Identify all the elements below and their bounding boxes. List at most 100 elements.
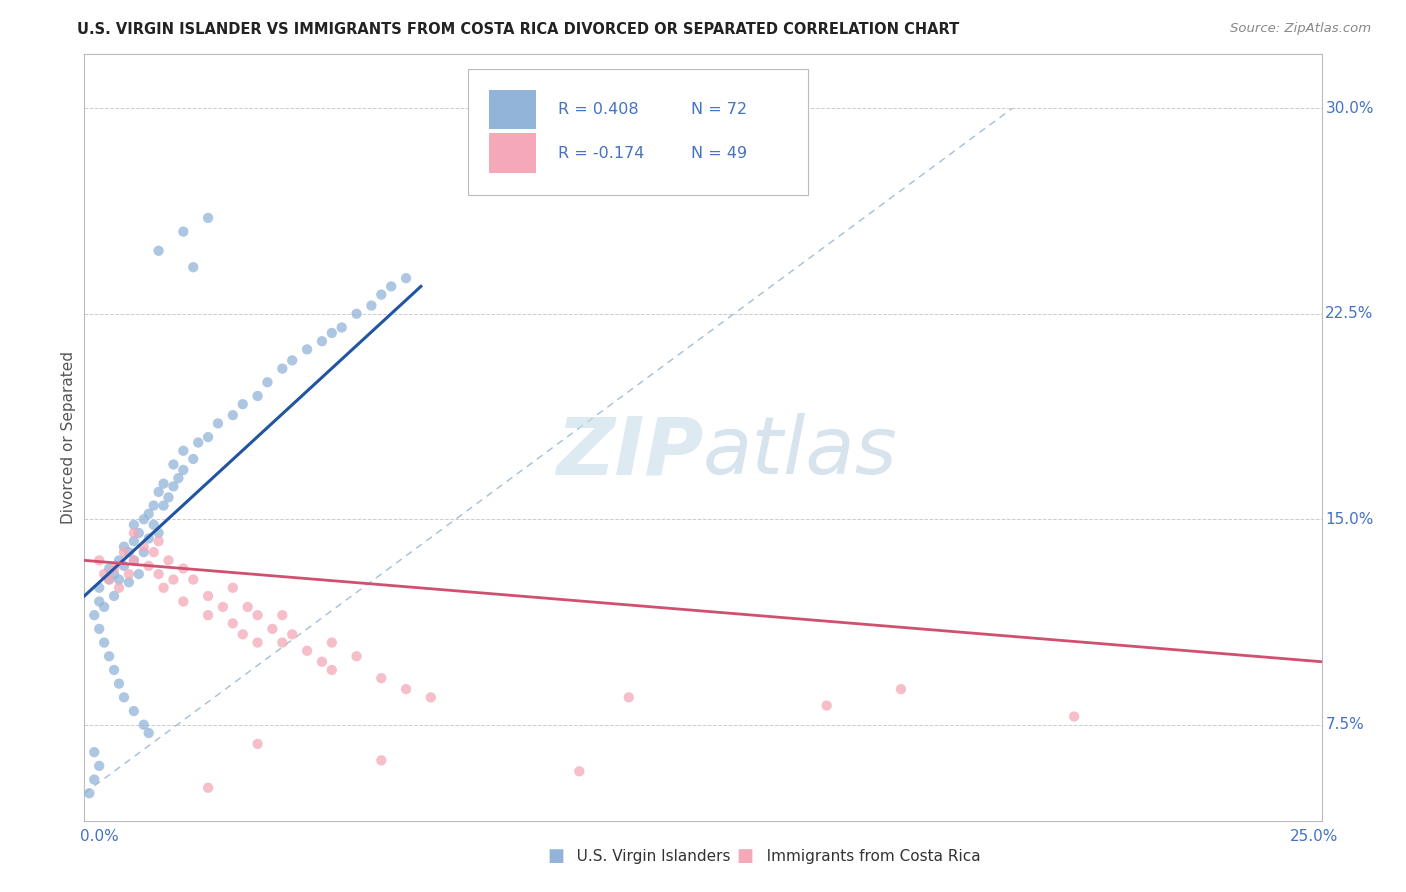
FancyBboxPatch shape bbox=[468, 69, 808, 195]
Point bbox=[138, 726, 160, 740]
Text: 15.0%: 15.0% bbox=[1326, 512, 1374, 527]
Point bbox=[271, 361, 294, 376]
Point bbox=[93, 635, 115, 649]
Point bbox=[122, 704, 145, 718]
Point bbox=[246, 737, 269, 751]
Point bbox=[83, 608, 105, 623]
Point bbox=[222, 616, 245, 631]
Text: ■: ■ bbox=[547, 847, 564, 865]
Point bbox=[98, 649, 121, 664]
Point bbox=[93, 567, 115, 582]
Point bbox=[103, 663, 125, 677]
Text: Immigrants from Costa Rica: Immigrants from Costa Rica bbox=[752, 849, 981, 863]
Text: N = 72: N = 72 bbox=[690, 102, 747, 117]
Point bbox=[172, 594, 194, 608]
Point bbox=[311, 334, 333, 349]
Point bbox=[122, 553, 145, 567]
Text: U.S. VIRGIN ISLANDER VS IMMIGRANTS FROM COSTA RICA DIVORCED OR SEPARATED CORRELA: U.S. VIRGIN ISLANDER VS IMMIGRANTS FROM … bbox=[77, 22, 959, 37]
Point bbox=[617, 690, 640, 705]
Point bbox=[83, 745, 105, 759]
FancyBboxPatch shape bbox=[489, 133, 536, 173]
Point bbox=[142, 545, 165, 559]
Point bbox=[321, 635, 343, 649]
Point bbox=[370, 753, 392, 767]
Point bbox=[112, 540, 135, 554]
Point bbox=[152, 581, 174, 595]
Point bbox=[122, 534, 145, 549]
Point bbox=[370, 287, 392, 301]
Text: 0.0%: 0.0% bbox=[80, 830, 120, 844]
Text: 22.5%: 22.5% bbox=[1326, 306, 1374, 321]
Point bbox=[98, 573, 121, 587]
Point bbox=[890, 682, 912, 697]
Point bbox=[295, 644, 318, 658]
Point bbox=[122, 553, 145, 567]
Point bbox=[103, 589, 125, 603]
Point bbox=[419, 690, 441, 705]
Point bbox=[152, 476, 174, 491]
Point bbox=[222, 408, 245, 422]
Point bbox=[132, 540, 155, 554]
Point bbox=[311, 655, 333, 669]
Point bbox=[246, 635, 269, 649]
Point bbox=[108, 581, 131, 595]
Point bbox=[262, 622, 284, 636]
Point bbox=[281, 627, 304, 641]
Point bbox=[295, 343, 318, 357]
Text: 30.0%: 30.0% bbox=[1326, 101, 1374, 116]
Point bbox=[103, 567, 125, 582]
Point bbox=[380, 279, 402, 293]
Point bbox=[181, 573, 204, 587]
Point bbox=[157, 491, 180, 505]
Point bbox=[89, 581, 111, 595]
Point bbox=[246, 608, 269, 623]
Point bbox=[108, 573, 131, 587]
Point bbox=[370, 671, 392, 685]
Point bbox=[256, 376, 278, 390]
Point bbox=[118, 567, 141, 582]
Point bbox=[152, 499, 174, 513]
Point bbox=[222, 581, 245, 595]
Point bbox=[122, 517, 145, 532]
Point bbox=[148, 526, 170, 541]
Y-axis label: Divorced or Separated: Divorced or Separated bbox=[60, 351, 76, 524]
Point bbox=[148, 534, 170, 549]
Point bbox=[395, 271, 418, 285]
Point bbox=[93, 599, 115, 614]
Point bbox=[118, 575, 141, 590]
Point bbox=[128, 567, 150, 582]
Point bbox=[346, 307, 368, 321]
Point bbox=[232, 397, 254, 411]
Point bbox=[132, 545, 155, 559]
Point bbox=[815, 698, 838, 713]
Point bbox=[172, 225, 194, 239]
Point bbox=[330, 320, 353, 334]
Point bbox=[236, 599, 259, 614]
Point bbox=[162, 479, 184, 493]
Point bbox=[98, 573, 121, 587]
Point bbox=[79, 786, 101, 800]
Point bbox=[162, 458, 184, 472]
Point bbox=[281, 353, 304, 368]
Point bbox=[321, 326, 343, 340]
Point bbox=[271, 635, 294, 649]
Point bbox=[172, 443, 194, 458]
Point bbox=[162, 573, 184, 587]
Point bbox=[197, 608, 219, 623]
Point bbox=[112, 545, 135, 559]
Point bbox=[122, 526, 145, 541]
Point bbox=[167, 471, 190, 485]
Point bbox=[212, 599, 235, 614]
Text: 25.0%: 25.0% bbox=[1291, 830, 1339, 844]
Point bbox=[197, 211, 219, 225]
Point bbox=[89, 622, 111, 636]
FancyBboxPatch shape bbox=[489, 89, 536, 129]
Point bbox=[346, 649, 368, 664]
Point bbox=[148, 567, 170, 582]
Point bbox=[89, 594, 111, 608]
Point bbox=[108, 676, 131, 690]
Point bbox=[108, 553, 131, 567]
Point bbox=[98, 561, 121, 575]
Point bbox=[83, 772, 105, 787]
Point bbox=[103, 561, 125, 575]
